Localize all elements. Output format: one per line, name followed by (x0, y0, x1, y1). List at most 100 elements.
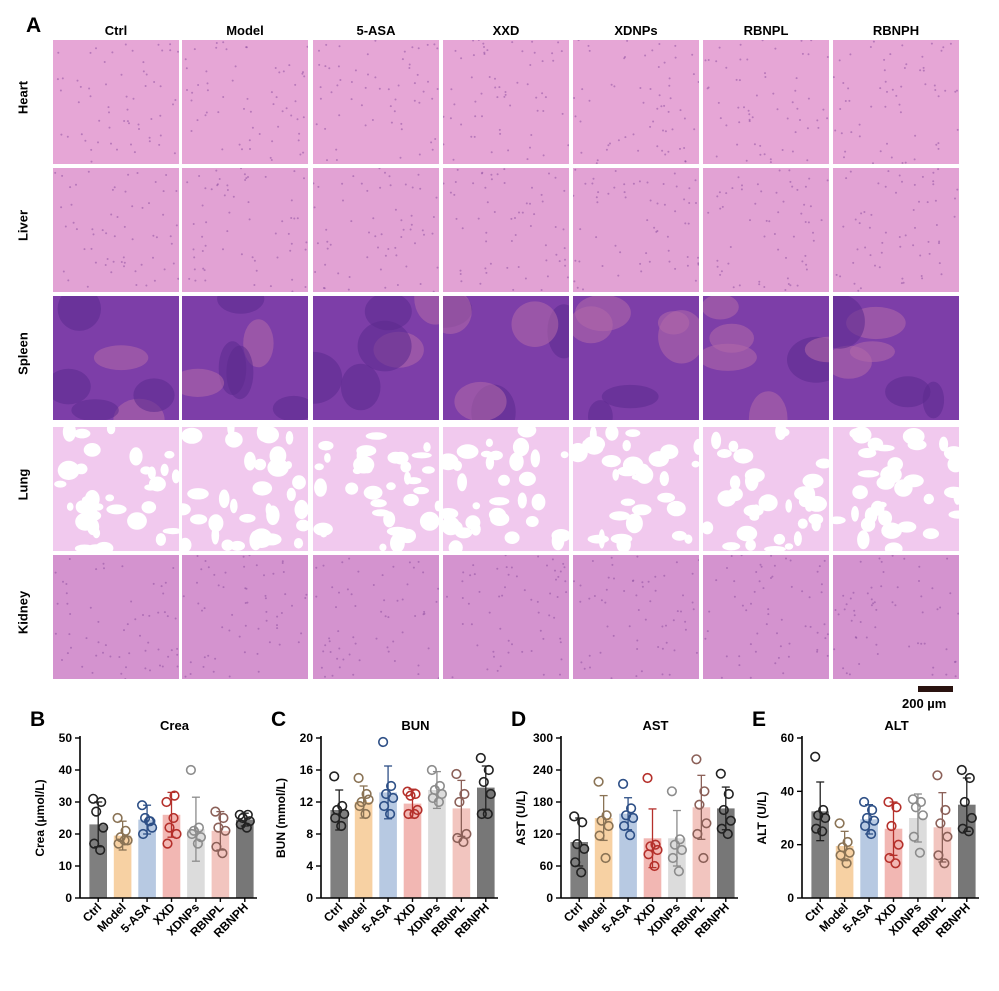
y-tick-label: 0 (787, 891, 794, 905)
tile-spleen-xxd (443, 296, 569, 420)
row-label-text: Lung (15, 468, 31, 501)
data-point-rbnpl (458, 836, 469, 848)
row-label-heart: Heart (0, 81, 46, 114)
data-point-xdnps (195, 832, 206, 843)
tile-spleen-model (182, 296, 308, 420)
column-label-xxd: XXD (492, 23, 520, 38)
y-tick-label: 0 (546, 891, 553, 905)
data-point-rbnpl (691, 754, 702, 765)
data-point-rbnph (244, 816, 255, 827)
data-point-ctrl (577, 817, 588, 828)
data-point-rbnph (963, 826, 974, 837)
data-point-rbnph (483, 764, 494, 776)
column-label-5-asa: 5-ASA (356, 23, 396, 38)
tile-kidney-xxd (443, 555, 569, 679)
data-point-xxd (410, 788, 421, 800)
data-point-rbnpl (935, 818, 946, 829)
panel-letter-d: D (511, 708, 526, 731)
bar-ctrl (570, 842, 588, 898)
data-point-ctrl (330, 812, 341, 824)
data-point-xdnps (667, 852, 678, 864)
data-point-5-asa (618, 820, 630, 832)
column-label-rbnph: RBNPH (872, 23, 920, 38)
bar-xxd (162, 814, 181, 898)
data-point-5-asa (143, 816, 155, 827)
data-point-rbnpl (699, 786, 710, 797)
panel-letter-a: A (26, 14, 42, 37)
bar-5-asa (619, 813, 637, 898)
data-point-rbnpl (932, 770, 943, 781)
bar-rbnpl (211, 830, 230, 898)
y-tick-label: 0 (65, 891, 72, 905)
data-point-ctrl (336, 820, 347, 832)
row-label-text: Liver (15, 209, 31, 242)
y-tick-label: 4 (306, 859, 313, 873)
y-tick-label: 40 (781, 784, 795, 798)
row-label-text: Kidney (15, 590, 31, 635)
data-point-rbnpl (942, 831, 953, 842)
y-tick-label: 60 (540, 859, 554, 873)
data-point-xxd (642, 772, 653, 784)
tile-heart-model (182, 40, 308, 164)
tile-kidney-ctrl (53, 555, 179, 679)
column-label-ctrl: Ctrl (104, 23, 128, 38)
data-point-rbnph (718, 804, 729, 816)
tile-spleen-5-asa (313, 296, 439, 420)
tile-spleen-rbnpl (703, 296, 829, 420)
data-point-xdnps (908, 831, 919, 842)
data-point-xxd (403, 808, 414, 820)
data-point-model (360, 808, 371, 820)
bar-model (354, 802, 373, 898)
y-axis-label: ALT (U/L) (755, 791, 769, 844)
y-tick-label: 20 (781, 838, 795, 852)
bar-xdnps (428, 790, 446, 898)
data-point-5-asa (868, 815, 880, 826)
data-point-xdnps (666, 786, 677, 797)
tile-liver-rbnpl (703, 168, 829, 292)
data-point-rbnph (725, 815, 736, 826)
data-point-xxd (169, 790, 180, 801)
row-label-text: Heart (15, 80, 31, 115)
tile-spleen-rbnph (833, 296, 959, 420)
bar-5-asa (138, 819, 156, 898)
data-point-rbnph (476, 808, 487, 820)
data-point-xxd (891, 802, 902, 813)
y-axis-label: AST (U/L) (514, 791, 528, 846)
data-point-model (593, 776, 604, 787)
data-point-rbnpl (701, 818, 712, 829)
data-point-xxd (405, 790, 416, 801)
data-point-ctrl (811, 823, 822, 834)
y-axis-label: BUN (mmol/L) (274, 778, 288, 858)
y-tick-label: 120 (533, 827, 553, 841)
data-point-rbnph (241, 822, 252, 833)
data-point-rbnph (966, 812, 977, 824)
data-point-model (353, 772, 364, 784)
data-point-model (596, 815, 607, 826)
bar-xxd (884, 828, 903, 898)
data-point-model (122, 835, 133, 846)
tile-lung-xdnps (573, 427, 699, 551)
data-point-rbnpl (220, 825, 231, 836)
data-point-xdnps (914, 847, 925, 858)
data-point-rbnph (715, 768, 726, 779)
y-tick-label: 30 (59, 795, 73, 809)
data-point-model (834, 818, 845, 829)
data-point-5-asa (136, 800, 148, 811)
data-point-xxd (649, 860, 660, 872)
data-point-model (119, 835, 130, 846)
data-point-xdnps (674, 834, 685, 845)
data-point-xxd (171, 828, 182, 840)
y-tick-label: 180 (533, 795, 553, 809)
data-point-rbnpl (210, 806, 221, 817)
chart-title: ALT (884, 718, 908, 733)
tile-lung-rbnpl (703, 427, 829, 551)
data-point-5-asa (137, 828, 149, 840)
data-point-model (835, 850, 846, 861)
data-point-rbnph (722, 828, 733, 840)
data-point-rbnpl (694, 799, 705, 810)
panel-letter-c: C (271, 708, 286, 731)
data-point-ctrl (570, 857, 581, 868)
